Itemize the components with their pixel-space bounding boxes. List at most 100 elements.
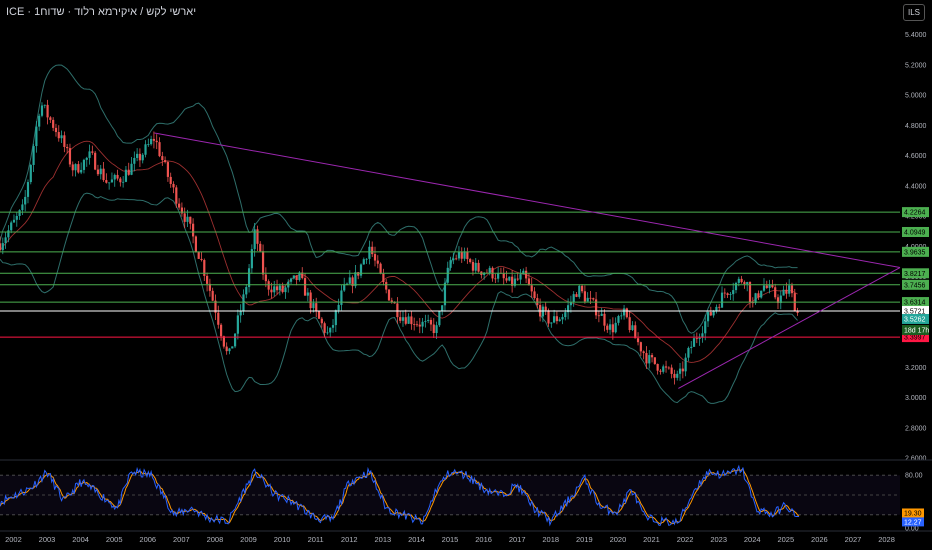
candle-body [144, 144, 147, 155]
candle-body [508, 276, 511, 281]
candle-body [695, 338, 698, 340]
candle-body [10, 222, 13, 231]
candle-body [329, 327, 332, 333]
year-tick: 2004 [72, 535, 89, 544]
candle-body [452, 258, 455, 261]
candle-body [762, 285, 766, 291]
stoch-d-readout-bg [902, 508, 924, 518]
candle-body [494, 278, 497, 280]
candle-body [634, 325, 637, 339]
horizontal-levels[interactable] [0, 211, 900, 338]
candle-body [527, 278, 531, 286]
candle-body [133, 157, 136, 164]
candle-body [208, 283, 211, 291]
year-tick: 2017 [509, 535, 526, 544]
candle-body [743, 282, 746, 285]
candle-body [497, 272, 500, 279]
candle-body [334, 310, 337, 326]
trendlines[interactable] [154, 132, 901, 389]
candle-body [158, 142, 161, 157]
candle-body [396, 303, 399, 318]
candle-body [57, 132, 60, 139]
year-tick: 2007 [173, 535, 190, 544]
candle-body [368, 246, 371, 259]
price-tick: 5.2000 [905, 62, 927, 69]
year-tick: 2024 [744, 535, 761, 544]
level-label-bg [902, 268, 929, 279]
basis-line [0, 140, 798, 363]
candle-body [161, 156, 164, 161]
candle-body [740, 278, 743, 283]
year-tick: 2023 [710, 535, 727, 544]
candle-body [469, 259, 472, 263]
candle-body [656, 363, 659, 371]
year-tick: 2008 [207, 535, 224, 544]
candle-body [597, 315, 600, 317]
candle-body [575, 294, 578, 297]
candle-body [180, 207, 184, 214]
price-tick: 5.0000 [905, 93, 927, 100]
year-tick: 2027 [845, 535, 862, 544]
candle-body [80, 169, 83, 173]
candle-body [399, 317, 402, 321]
candle-body [418, 324, 421, 327]
candle-body [88, 151, 91, 158]
candle-body [105, 180, 108, 183]
candle-body [790, 285, 794, 294]
candle-body [555, 316, 559, 322]
price-tick: 5.4000 [905, 32, 927, 39]
candle-body [642, 351, 645, 354]
candle-body [357, 272, 360, 276]
candle-body [345, 283, 349, 285]
candle-body [127, 169, 130, 175]
candle-body [701, 333, 704, 338]
lower-band [0, 192, 798, 404]
candle-body [785, 289, 788, 294]
chart-title: ICE · יארשי לקש / איקירמא רלוד · שדוח1 [6, 6, 197, 18]
year-tick: 2026 [811, 535, 828, 544]
level-label: 3.3997 [904, 335, 926, 342]
candle-body [513, 278, 517, 286]
level-labels: 4.2264 4.0949 3.9635 3.8217 3.7456 3.6314 3.57… [902, 207, 929, 343]
candle-body [544, 306, 547, 311]
candle-body [511, 276, 514, 286]
currency-button[interactable]: ILS [903, 4, 925, 21]
candle-body [432, 324, 435, 334]
candle-body [410, 316, 413, 325]
candle-body [317, 311, 321, 319]
year-tick: 2019 [576, 535, 593, 544]
candle-body [175, 187, 178, 204]
candle-body [96, 169, 100, 175]
candle-body [427, 319, 430, 321]
candle-body [525, 270, 528, 279]
candle-body [85, 157, 88, 160]
candle-body [698, 337, 701, 339]
year-tick: 2021 [643, 535, 660, 544]
candle-body [119, 178, 122, 183]
candle-body [608, 324, 612, 330]
candle-body [141, 154, 144, 161]
candle-body [586, 297, 589, 302]
time-axis[interactable]: 2002 2003 2004 2005 2006 2007 2008 2009 2010 2011… [0, 530, 932, 544]
candle-body [82, 159, 86, 170]
candle-body [24, 196, 27, 205]
candle-body [267, 281, 270, 290]
candle-body [533, 291, 536, 299]
candle-body [631, 325, 634, 331]
candle-body [91, 151, 94, 153]
candle-body [796, 311, 799, 313]
candle-body [606, 325, 609, 330]
stoch-tick: 80.00 [905, 473, 923, 480]
candle-body [340, 290, 343, 305]
candle-body [99, 168, 102, 175]
candle-body [788, 285, 791, 294]
candle-body [289, 278, 293, 282]
candle-body [734, 282, 738, 291]
candle-body [219, 324, 223, 337]
candle-body [550, 322, 553, 324]
candle-body [228, 348, 231, 352]
candle-body [488, 267, 491, 274]
candle-body [323, 323, 326, 333]
